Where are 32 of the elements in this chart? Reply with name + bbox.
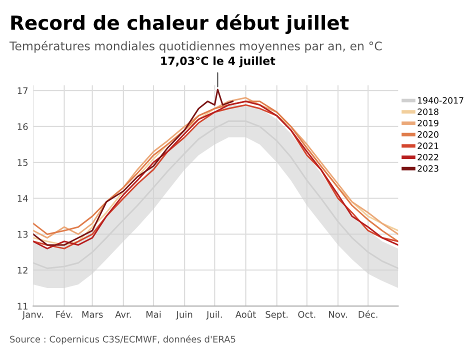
chart-title: Record de chaleur début juillet: [11, 14, 349, 34]
legend-label: 2021: [418, 142, 438, 150]
x-tick-label: Avr.: [115, 311, 131, 318]
source-note: Source : Copernicus C3S/ECMWF, données d'ERA5: [10, 335, 236, 344]
y-tick-label: 14: [18, 195, 28, 202]
x-tick-label: Mai: [146, 310, 161, 318]
y-tick-label: 11: [18, 302, 28, 310]
chart-subtitle: Températures mondiales quotidiennes moyennes par an, en °C: [9, 40, 382, 53]
x-tick-label: Mars: [82, 311, 103, 318]
legend-label: 2020: [418, 131, 438, 138]
x-tick-label: Août: [235, 310, 256, 318]
legend-label: 2018: [418, 108, 438, 116]
annotation: 17,03°C le 4 juillet: [161, 56, 276, 68]
line-series: [33, 88, 234, 246]
legend-label: 2022: [418, 154, 438, 160]
x-tick-label: Janv.: [22, 311, 43, 320]
y-tick-label: 17: [18, 87, 28, 94]
x-tick-label: Juil.: [206, 310, 222, 320]
y-tick-label: 12: [18, 266, 28, 274]
x-tick-label: Nov.: [328, 311, 347, 318]
legend-label: 1940-2017: [418, 97, 464, 104]
y-tick-label: 16: [18, 123, 28, 130]
x-tick-label: Sept.: [266, 311, 288, 320]
y-tick-label: 13: [18, 230, 28, 238]
legend-label: 2023: [418, 165, 438, 172]
legend-label: 2019: [418, 120, 438, 126]
x-tick-label: Fév.: [56, 310, 72, 318]
x-tick-label: Déc.: [358, 310, 378, 318]
x-tick-label: Juin: [176, 310, 192, 320]
x-tick-label: Oct.: [298, 311, 316, 318]
y-tick-label: 15: [18, 159, 28, 166]
line-series: [33, 120, 398, 270]
